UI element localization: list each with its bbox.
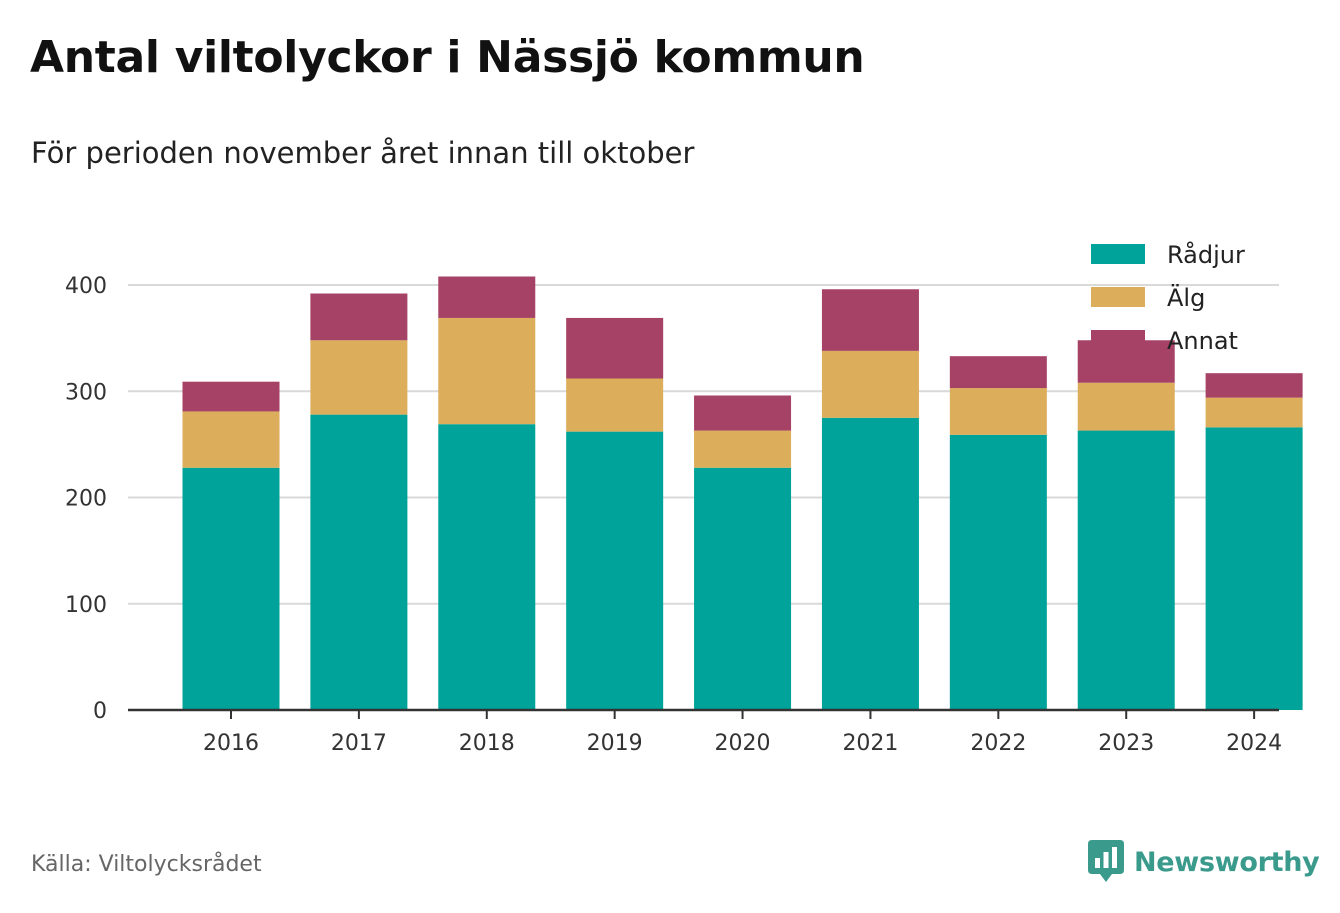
bar-2022--lg <box>949 388 1047 435</box>
x-tick-label-2016: 2016 <box>203 731 259 756</box>
y-tick-label-300: 300 <box>65 380 107 405</box>
x-tick-label-2020: 2020 <box>715 731 771 756</box>
bar-2021--lg <box>821 350 919 418</box>
legend-swatch-r-djur <box>1091 244 1145 264</box>
bar-2023-r-djur <box>1077 430 1175 710</box>
bar-2017-annat <box>310 293 408 341</box>
bar-2017--lg <box>310 340 408 415</box>
bar-2016-r-djur <box>182 467 280 710</box>
bar-2019-annat <box>566 317 664 379</box>
bar-2021-r-djur <box>821 417 919 710</box>
x-tick-label-2022: 2022 <box>970 731 1026 756</box>
bar-2020--lg <box>694 430 792 468</box>
y-tick-label-200: 200 <box>65 487 107 512</box>
bar-2024--lg <box>1205 397 1303 428</box>
axes: 0 100 200 300 400 2016 2017 2018 2019 2020 2021 202… <box>65 274 1282 756</box>
bar-2016-annat <box>182 381 280 412</box>
bar-2018-r-djur <box>438 424 536 710</box>
y-tick-label-400: 400 <box>65 274 107 299</box>
bar-2024-r-djur <box>1205 427 1303 710</box>
legend-swatch-annat <box>1091 330 1145 350</box>
bar-2019-r-djur <box>566 431 664 710</box>
x-tick-label-2021: 2021 <box>842 731 898 756</box>
bar-2022-r-djur <box>949 434 1047 710</box>
chart-subtitle: För perioden november året innan till ok… <box>31 136 695 170</box>
x-tick-label-2018: 2018 <box>459 731 515 756</box>
source-note: Källa: Viltolycksrådet <box>31 852 262 877</box>
bar-2021-annat <box>821 289 919 351</box>
legend: Rådjur Älg Annat <box>1091 240 1245 355</box>
legend-label--lg: Älg <box>1167 283 1205 312</box>
x-tick-label-2019: 2019 <box>587 731 643 756</box>
bar-2017-r-djur <box>310 414 408 710</box>
bar-2018--lg <box>438 317 536 425</box>
y-tick-label-100: 100 <box>65 593 107 618</box>
legend-swatch--lg <box>1091 287 1145 307</box>
chart-title: Antal viltolyckor i Nässjö kommun <box>30 32 865 83</box>
bar-2020-annat <box>694 395 792 431</box>
x-tick-label-2023: 2023 <box>1098 731 1154 756</box>
bar-2018-annat <box>438 276 536 318</box>
bar-2022-annat <box>949 356 1047 389</box>
bar-2024-annat <box>1205 373 1303 398</box>
x-tick-label-2024: 2024 <box>1226 731 1282 756</box>
legend-label-r-djur: Rådjur <box>1167 240 1245 269</box>
y-tick-label-0: 0 <box>93 699 107 724</box>
brand-name: Newsworthy <box>1134 846 1320 878</box>
brand-logo: Newsworthy <box>1088 840 1320 884</box>
x-tick-label-2017: 2017 <box>331 731 387 756</box>
bar-2023--lg <box>1077 382 1175 431</box>
newsworthy-logo-icon <box>1088 840 1124 882</box>
bar-2016--lg <box>182 411 280 468</box>
legend-label-annat: Annat <box>1167 327 1238 355</box>
bar-2020-r-djur <box>694 467 792 710</box>
bars <box>182 276 1303 710</box>
bar-2019--lg <box>566 378 664 432</box>
